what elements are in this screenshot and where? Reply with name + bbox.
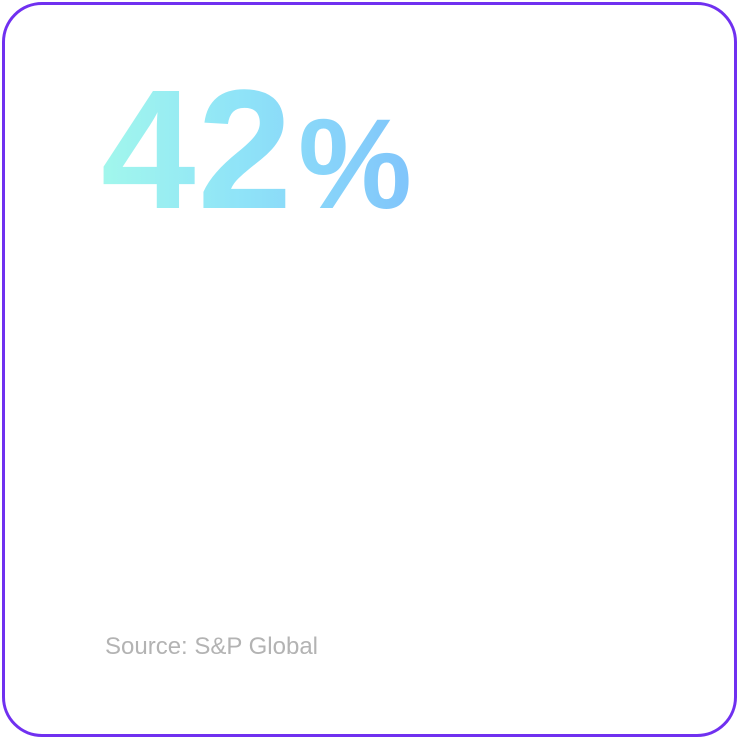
stat-number: 42 (101, 55, 295, 245)
source: Source: S&P Global (105, 633, 319, 660)
stat: 42% (101, 65, 414, 235)
stat-unit: % (298, 93, 414, 236)
